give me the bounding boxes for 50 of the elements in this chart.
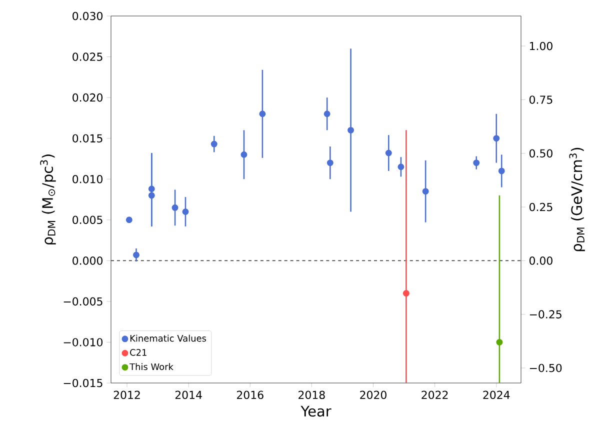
y2-tick-label: 0.50 <box>529 149 552 158</box>
y2-tick-label: 0.00 <box>529 256 552 265</box>
point <box>172 204 178 211</box>
point <box>493 135 500 142</box>
point <box>385 150 392 156</box>
point <box>182 208 189 215</box>
y-tick-label: 0.020 <box>72 93 102 102</box>
legend-label: C21 <box>130 349 146 356</box>
y-tick-label: −0.005 <box>64 297 102 306</box>
y-tick-label: 0.010 <box>72 174 102 184</box>
point <box>148 192 155 199</box>
y-tick-label: 0.005 <box>72 216 102 224</box>
point <box>402 290 410 297</box>
x-axis-title: Year <box>300 406 332 417</box>
point <box>259 110 266 118</box>
y2-tick-label: −0.25 <box>530 310 562 318</box>
point <box>398 164 404 170</box>
y2-tick-label: 0.75 <box>529 96 552 104</box>
y-tick-label: 0.015 <box>72 134 102 142</box>
x-tick-label: 2022 <box>422 390 448 400</box>
point <box>240 151 248 158</box>
legend-label: This Work <box>130 363 174 370</box>
y-tick-label: −0.015 <box>64 378 102 388</box>
point <box>126 216 132 224</box>
point <box>348 126 354 134</box>
point <box>324 110 330 118</box>
x-tick-label: 2020 <box>360 390 386 400</box>
x-tick-label: 2012 <box>114 390 140 400</box>
point <box>326 160 334 166</box>
point <box>473 160 480 166</box>
point <box>148 186 155 192</box>
y-tick-label: 0.025 <box>72 52 102 61</box>
point <box>422 188 429 195</box>
x-tick-label: 2024 <box>483 390 510 400</box>
x-tick-label: 2016 <box>236 390 264 400</box>
y-tick-label: −0.010 <box>64 338 102 346</box>
y2-tick-label: 0.25 <box>529 202 552 212</box>
y2-tick-label: −0.50 <box>530 364 562 372</box>
point <box>133 252 140 258</box>
y-tick-label: 0.000 <box>72 256 102 265</box>
legend-label: Kinematic Values <box>130 334 206 342</box>
x-tick-label: 2018 <box>298 390 325 400</box>
y2-tick-label: 1.00 <box>530 42 552 50</box>
y-axis-title: ρ$_{DM}$ (M$_{⊙}$/pc$^{3}$) <box>40 154 56 244</box>
y-tick-label: 0.030 <box>72 12 102 20</box>
point <box>210 140 218 148</box>
x-tick-label: 2014 <box>175 390 202 400</box>
point <box>496 338 503 346</box>
point <box>498 168 505 174</box>
y2-axis-title: ρ$_{DM}$ (GeV/cm$^{3}$) <box>569 148 585 252</box>
